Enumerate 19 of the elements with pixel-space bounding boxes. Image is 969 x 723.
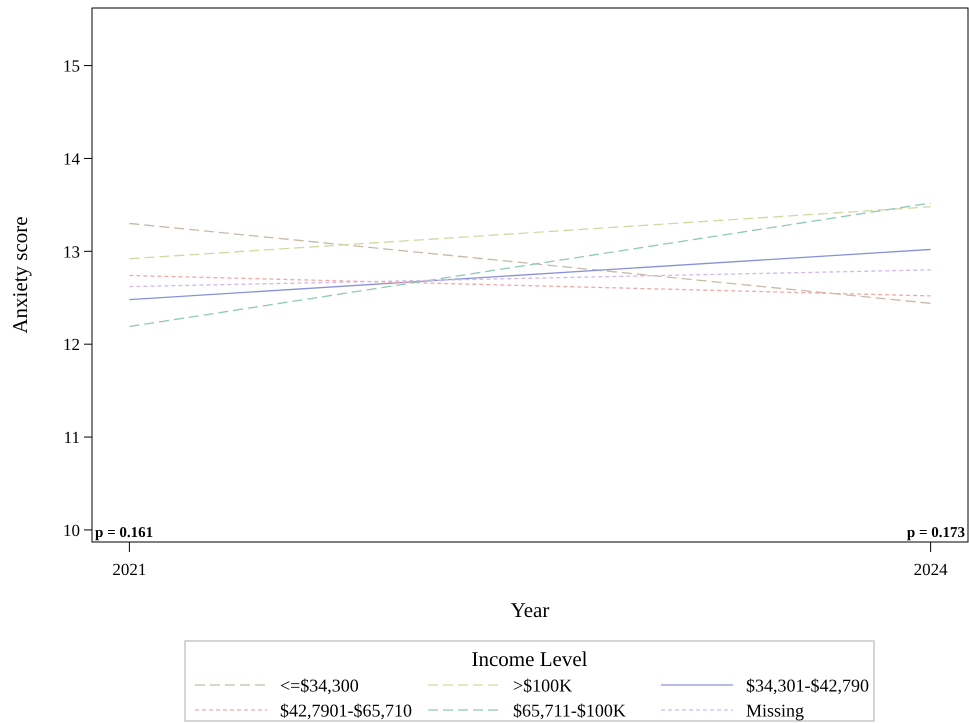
legend-label: $42,7901-$65,710	[280, 700, 412, 720]
y-tick-label: 11	[64, 428, 80, 448]
y-tick-label: 10	[63, 520, 80, 540]
legend-label: $34,301-$42,790	[746, 675, 869, 696]
y-axis-title: Anxiety score	[8, 216, 32, 334]
annotation: p = 0.173	[906, 525, 965, 541]
x-tick-label: 2024	[914, 560, 948, 579]
legend-label: >$100K	[513, 675, 572, 696]
y-tick-label: 13	[63, 242, 80, 262]
annotation: p = 0.161	[95, 525, 154, 541]
x-axis-title: Year	[510, 598, 550, 622]
legend-label: $65,711-$100K	[513, 700, 626, 720]
legend-title: Income Level	[471, 647, 588, 671]
legend-label: Missing	[746, 700, 804, 720]
y-tick-label: 12	[63, 335, 80, 354]
x-tick-label: 2021	[112, 560, 146, 579]
legend-label: <=$34,300	[280, 675, 359, 696]
y-tick-label: 14	[63, 149, 80, 168]
y-tick-label: 15	[63, 56, 80, 76]
